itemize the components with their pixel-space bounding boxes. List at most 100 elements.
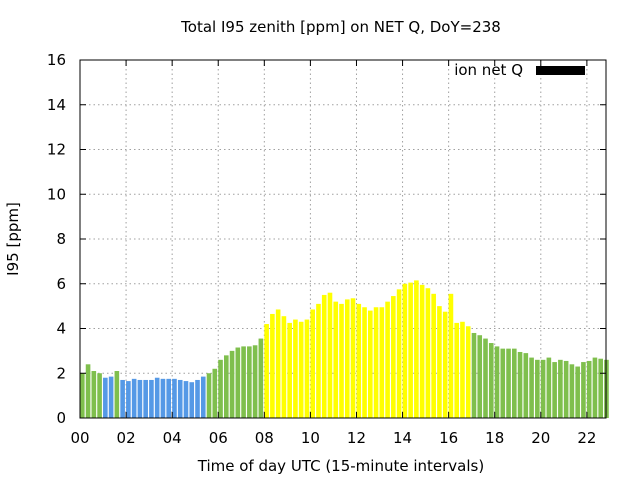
- bar: [356, 303, 362, 418]
- bar: [373, 307, 379, 418]
- bar: [270, 313, 275, 418]
- bar: [149, 379, 154, 418]
- bar: [172, 378, 177, 418]
- bar: [298, 321, 304, 418]
- bar: [581, 362, 586, 418]
- x-tick-label: 22: [577, 429, 596, 447]
- bar: [218, 359, 223, 418]
- bar: [97, 373, 102, 418]
- bar: [80, 373, 85, 418]
- x-tick-label: 16: [439, 429, 458, 447]
- bar: [310, 309, 316, 418]
- y-tick-label: 10: [47, 185, 66, 203]
- bar: [166, 378, 172, 418]
- chart-title: Total I95 zenith [ppm] on NET Q, DoY=238: [180, 18, 501, 36]
- bar: [189, 382, 195, 418]
- bar: [327, 292, 333, 418]
- bar: [223, 355, 229, 418]
- bar: [344, 299, 350, 418]
- y-tick-label: 2: [56, 364, 66, 382]
- bar: [120, 379, 125, 418]
- bar: [500, 348, 506, 418]
- bar: [114, 371, 120, 418]
- bar: [235, 347, 241, 418]
- bar: [304, 319, 310, 418]
- bar: [137, 379, 143, 418]
- x-tick-label: 08: [255, 429, 274, 447]
- x-tick-label: 04: [163, 429, 182, 447]
- bar: [437, 306, 442, 418]
- bar: [391, 296, 396, 418]
- bar: [471, 332, 477, 418]
- bar: [367, 310, 373, 418]
- bar: [402, 283, 408, 418]
- bar: [252, 345, 258, 418]
- x-axis-label: Time of day UTC (15-minute intervals): [197, 457, 484, 475]
- bar: [419, 284, 425, 418]
- x-tick-label: 02: [117, 429, 136, 447]
- bar: [85, 364, 91, 418]
- legend: ion net Q: [454, 61, 585, 79]
- bar: [103, 377, 108, 418]
- bar: [425, 288, 431, 418]
- x-tick-label: 06: [209, 429, 228, 447]
- bar: [529, 357, 534, 418]
- legend-swatch: [536, 66, 585, 75]
- bar: [506, 348, 511, 418]
- bar: [442, 311, 448, 418]
- bar: [281, 316, 287, 418]
- bar: [558, 359, 563, 418]
- y-tick-label: 12: [47, 141, 66, 159]
- x-tick-label: 20: [531, 429, 550, 447]
- bar: [414, 280, 419, 418]
- bar: [523, 353, 529, 418]
- bar: [241, 346, 246, 418]
- bar: [362, 307, 367, 418]
- bar: [160, 378, 166, 418]
- bar: [408, 282, 413, 418]
- bar: [229, 350, 235, 418]
- bar: [108, 376, 114, 418]
- bar: [454, 322, 460, 418]
- bar: [143, 379, 148, 418]
- x-tick-label: 18: [485, 429, 504, 447]
- bar: [333, 301, 339, 418]
- legend-label: ion net Q: [454, 61, 523, 79]
- y-tick-label: 14: [47, 96, 66, 114]
- bar: [131, 378, 137, 418]
- bar: [177, 379, 183, 418]
- bar: [511, 348, 517, 418]
- bar: [339, 303, 344, 418]
- bar: [264, 324, 269, 418]
- bar: [316, 303, 321, 418]
- bar: [465, 326, 471, 418]
- bar: [293, 319, 298, 418]
- bar: [586, 360, 592, 418]
- bar: [195, 379, 200, 418]
- bar: [575, 366, 580, 418]
- x-tick-label: 14: [393, 429, 412, 447]
- bar: [569, 364, 575, 418]
- bar: [126, 381, 131, 418]
- y-axis-ticks: 0 2 4 6 8 10 12 14 16: [47, 51, 606, 427]
- bar: [563, 360, 569, 418]
- bar: [494, 346, 500, 418]
- bar: [517, 351, 523, 418]
- bar: [488, 343, 494, 418]
- bar: [247, 346, 252, 418]
- x-tick-label: 10: [301, 429, 320, 447]
- bar: [483, 338, 488, 418]
- bar: [212, 368, 218, 418]
- y-tick-label: 16: [47, 51, 66, 69]
- x-axis-ticks: 00 02 04 06 08 10 12 14 16 18 20 22: [70, 60, 596, 447]
- y-tick-label: 4: [56, 320, 66, 338]
- y-tick-label: 8: [56, 230, 66, 248]
- bars: [80, 280, 609, 418]
- bar: [540, 359, 546, 418]
- bar: [460, 321, 465, 418]
- bar: [448, 293, 454, 418]
- bar: [535, 359, 540, 418]
- y-tick-label: 6: [56, 275, 66, 293]
- bar: [321, 294, 327, 418]
